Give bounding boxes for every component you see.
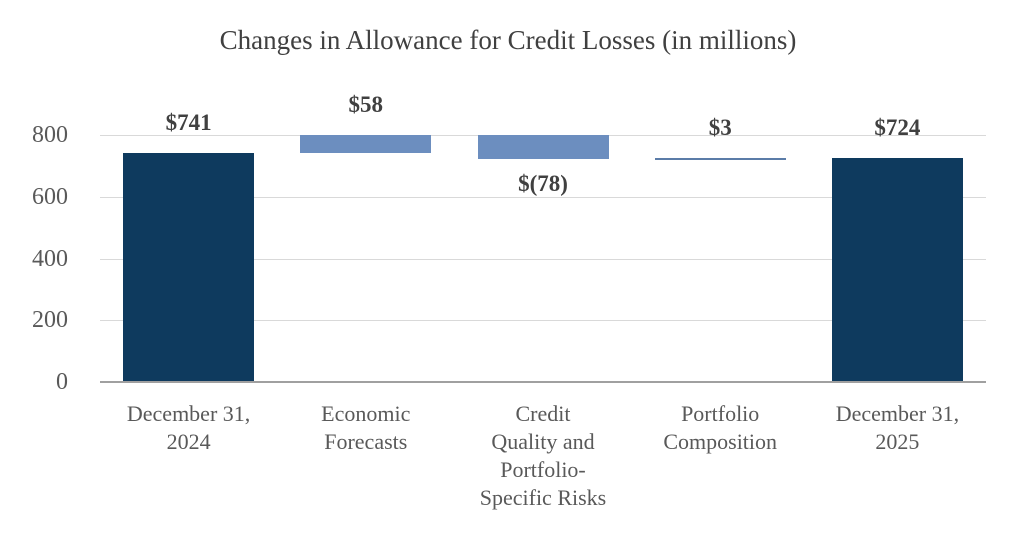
category-label-line: Forecasts	[324, 429, 408, 454]
y-axis-tick-label: 600	[32, 184, 68, 210]
category-label-line: Portfolio	[681, 401, 760, 426]
data-label: $(78)	[518, 171, 568, 197]
data-label: $741	[165, 110, 212, 136]
bar-decrease	[477, 135, 609, 160]
chart-title: Changes in Allowance for Credit Losses (…	[219, 25, 797, 55]
category-label-line: Composition	[663, 429, 778, 454]
category-label-line: Economic	[321, 401, 411, 426]
category-label: December 31, 2024	[100, 400, 277, 456]
x-axis-line	[100, 381, 986, 383]
category-label-line: Credit	[515, 401, 571, 426]
data-label: $3	[708, 115, 732, 141]
category-label-line: December 31,	[126, 401, 251, 426]
category-label: Economic Forecasts	[277, 400, 454, 456]
y-axis-tick-label: 800	[32, 122, 68, 148]
y-axis-tick-label: 200	[32, 307, 68, 333]
bar-total	[831, 158, 963, 381]
category-label-line: 2025	[875, 429, 920, 454]
data-label: $58	[348, 92, 384, 118]
gridline-600	[100, 197, 986, 198]
category-label-line: Portfolio-	[500, 457, 586, 482]
bar-increase	[654, 158, 786, 161]
category-label: Credit Quality and Portfolio- Specific Risk…	[454, 400, 631, 512]
gridline-200	[100, 320, 986, 321]
bar-total	[123, 153, 255, 381]
bar-increase	[300, 135, 432, 154]
data-label: $724	[874, 115, 921, 141]
category-label-line: Specific Risks	[479, 485, 607, 510]
category-label-line: 2024	[166, 429, 211, 454]
category-label: Portfolio Composition	[632, 400, 809, 456]
category-label: December 31, 2025	[809, 400, 986, 456]
category-label-line: December 31,	[835, 401, 960, 426]
y-axis-tick-label: 400	[32, 246, 68, 272]
y-axis-tick-label: 0	[56, 369, 68, 395]
gridline-400	[100, 259, 986, 260]
category-label-line: Quality and	[491, 429, 595, 454]
